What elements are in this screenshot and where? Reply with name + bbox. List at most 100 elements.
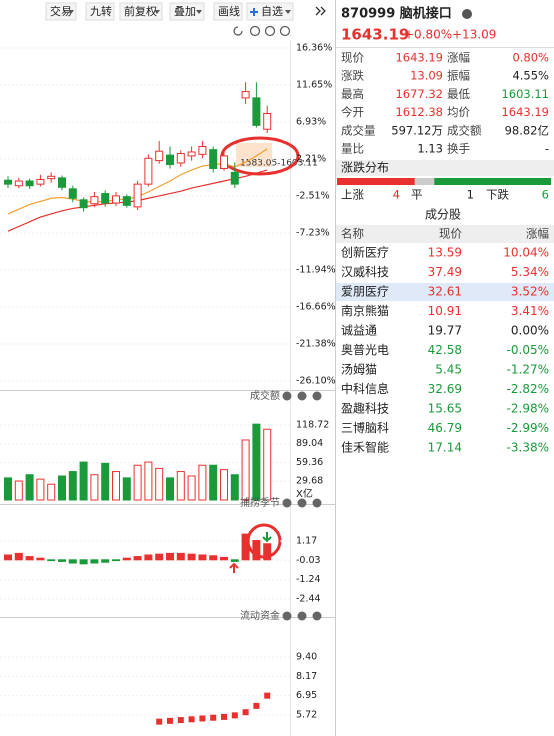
bar — [112, 471, 120, 501]
stock-name[interactable]: 奥普光电 — [341, 343, 389, 357]
bar — [155, 553, 164, 561]
candle-body — [4, 179, 12, 185]
y-tick-label: 1.17 — [296, 536, 317, 547]
quote-value: 4.55% — [512, 69, 549, 83]
price: 1643.19 — [341, 26, 409, 44]
stock-name[interactable]: 汉威科技 — [341, 265, 389, 279]
cell-value[interactable]: 37.49 — [428, 265, 462, 279]
panel-icon[interactable] — [282, 611, 292, 621]
toolbar-button[interactable] — [213, 2, 243, 21]
y-tick-label: -2.44 — [296, 593, 321, 604]
cell-value[interactable]: 13.59 — [428, 246, 462, 260]
stock-name[interactable]: 盈趣科技 — [341, 401, 389, 416]
cell-value[interactable]: 32.69 — [428, 382, 462, 396]
candle-body — [36, 178, 45, 185]
distribution-label: 上涨 — [341, 188, 364, 202]
toolbar-button[interactable] — [169, 2, 205, 21]
stock-name[interactable]: 爱朋医疗 — [341, 285, 389, 299]
candle-body — [144, 157, 153, 185]
cell-value[interactable]: 46.79 — [428, 421, 462, 435]
y-tick-label: 5.72 — [296, 710, 317, 721]
candle-body — [252, 97, 261, 126]
panel-icon[interactable] — [312, 611, 322, 621]
toolbar-button[interactable] — [45, 2, 77, 21]
cell-value[interactable]: 19.77 — [428, 324, 462, 338]
cell-value[interactable]: -2.82% — [507, 382, 549, 396]
cell-value[interactable]: -3.38% — [507, 441, 549, 455]
dropdown-icon — [154, 10, 160, 14]
y-tick-label: 8.17 — [296, 671, 317, 682]
quote-label: 成交额 — [447, 123, 482, 137]
cell-value[interactable]: 5.34% — [511, 265, 549, 279]
cell-value[interactable]: 32.61 — [428, 285, 462, 299]
bar — [36, 557, 45, 561]
panel-icon[interactable] — [312, 498, 322, 508]
panel-icon[interactable] — [297, 611, 307, 621]
bar — [176, 552, 185, 561]
change-pct: +0.80% — [404, 28, 452, 42]
bar — [68, 559, 77, 564]
bar — [198, 554, 207, 561]
bar — [263, 543, 272, 561]
y-tick-label: 118.72 — [296, 419, 329, 430]
candle-body — [155, 150, 164, 162]
stock-name[interactable]: 中科信息 — [341, 381, 389, 396]
panel-icon[interactable] — [297, 391, 307, 401]
candle-body — [47, 175, 56, 180]
y-tick-label: -16.66% — [296, 301, 336, 312]
panel-icon[interactable] — [282, 391, 292, 401]
bar — [101, 559, 110, 563]
stock-name[interactable]: 三博脑科 — [341, 420, 389, 435]
candle-body — [68, 188, 77, 199]
section-bg — [336, 160, 554, 176]
stock-name[interactable]: 创新医疗 — [341, 245, 389, 260]
bar — [166, 477, 174, 501]
cell-value[interactable]: 10.91 — [428, 304, 462, 318]
cell-value[interactable]: -1.27% — [507, 363, 549, 377]
cell-value[interactable]: 5.45 — [435, 363, 462, 377]
toolbar-label: 九转 — [90, 4, 112, 18]
distribution-bar — [337, 178, 415, 185]
quote-label: 均价 — [447, 105, 470, 119]
stock-name[interactable]: 汤姆猫 — [341, 363, 377, 377]
y-tick-label: 6.95 — [296, 690, 317, 701]
bar — [166, 552, 174, 561]
cell-value[interactable]: -2.99% — [507, 421, 549, 435]
panel-icon[interactable] — [312, 391, 322, 401]
y-tick-label: -11.94% — [296, 264, 336, 275]
cell-value[interactable]: 0.00% — [511, 324, 549, 338]
toolbar-label: 自选 — [261, 5, 283, 18]
toolbar-button[interactable] — [85, 2, 115, 21]
cell-value[interactable]: 15.65 — [428, 402, 462, 416]
cell-value[interactable]: 42.58 — [428, 343, 462, 357]
bar — [187, 475, 196, 501]
cell-value[interactable]: 10.04% — [503, 246, 549, 260]
point — [210, 714, 217, 721]
row-highlight[interactable] — [336, 283, 554, 301]
header-bg — [336, 225, 554, 243]
cell-value[interactable]: -0.05% — [507, 343, 549, 357]
cell-value[interactable]: 3.41% — [511, 304, 549, 318]
panel-icon[interactable] — [297, 498, 307, 508]
stock-name[interactable]: 南京熊猫 — [341, 303, 389, 318]
candle-body — [176, 153, 185, 164]
stock-name[interactable]: 佳禾智能 — [341, 440, 389, 455]
panel-title: 流动资金 — [240, 609, 280, 622]
change: +13.09 — [452, 28, 496, 42]
bar — [14, 552, 23, 561]
bar — [112, 559, 120, 562]
quote-value: 1612.38 — [395, 105, 443, 119]
toolbar-button[interactable] — [246, 2, 294, 21]
more-icon[interactable] — [315, 6, 326, 16]
cell-value[interactable]: 17.14 — [428, 441, 462, 455]
toolbar-label: 叠加 — [174, 5, 196, 18]
cell-value[interactable]: 3.52% — [511, 285, 549, 299]
panel-icon[interactable] — [282, 498, 292, 508]
distribution-bar — [414, 178, 435, 185]
info-icon[interactable] — [462, 9, 472, 19]
stock-name[interactable]: 诚益通 — [341, 324, 377, 338]
toolbar-button[interactable] — [119, 2, 163, 21]
distribution-count: 6 — [542, 188, 549, 202]
cell-value[interactable]: -2.98% — [507, 402, 549, 416]
bar — [101, 462, 110, 501]
